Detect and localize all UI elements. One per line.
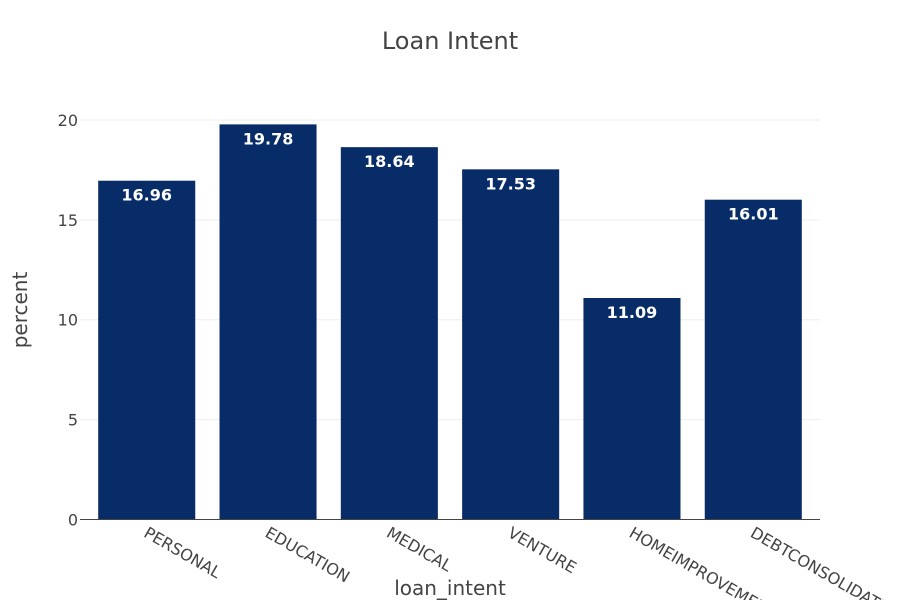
bar-value-label: 18.64 xyxy=(364,152,415,171)
bar-value-label: 11.09 xyxy=(607,303,658,322)
y-tick-label: 20 xyxy=(58,111,78,130)
y-tick-label: 0 xyxy=(68,511,78,530)
x-tick-label: EDUCATION xyxy=(262,523,353,586)
x-axis-ticks: PERSONAL EDUCATION MEDICAL VENTURE HOMEIMPRO… xyxy=(141,523,900,600)
x-axis-title: loan_intent xyxy=(394,576,506,600)
x-tick-label: VENTURE xyxy=(505,523,580,577)
y-tick-label: 10 xyxy=(58,311,78,330)
bar xyxy=(219,124,317,520)
y-axis-title: percent xyxy=(8,272,32,349)
x-tick-label: MEDICAL xyxy=(383,523,455,575)
bar xyxy=(340,147,438,520)
gridlines xyxy=(80,119,820,421)
bar xyxy=(98,180,196,520)
x-tick-label: PERSONAL xyxy=(141,523,225,582)
bar-value-label: 19.78 xyxy=(243,129,294,148)
bar xyxy=(583,297,681,520)
bar-value-label: 16.96 xyxy=(121,186,172,205)
bar-value-label: 16.01 xyxy=(728,205,779,224)
bar-value-label: 17.53 xyxy=(485,174,536,193)
data-labels: 16.96 19.78 18.64 17.53 11.09 16.01 xyxy=(121,129,778,322)
y-tick-label: 15 xyxy=(58,211,78,230)
y-tick-label: 5 xyxy=(68,411,78,430)
bars xyxy=(98,124,802,520)
y-axis-ticks: 0 5 10 15 20 xyxy=(58,111,78,530)
bar xyxy=(462,169,560,520)
x-tick-label: DEBTCONSOLIDATION xyxy=(747,523,900,600)
chart-title: Loan Intent xyxy=(382,27,518,55)
bar xyxy=(704,199,802,520)
